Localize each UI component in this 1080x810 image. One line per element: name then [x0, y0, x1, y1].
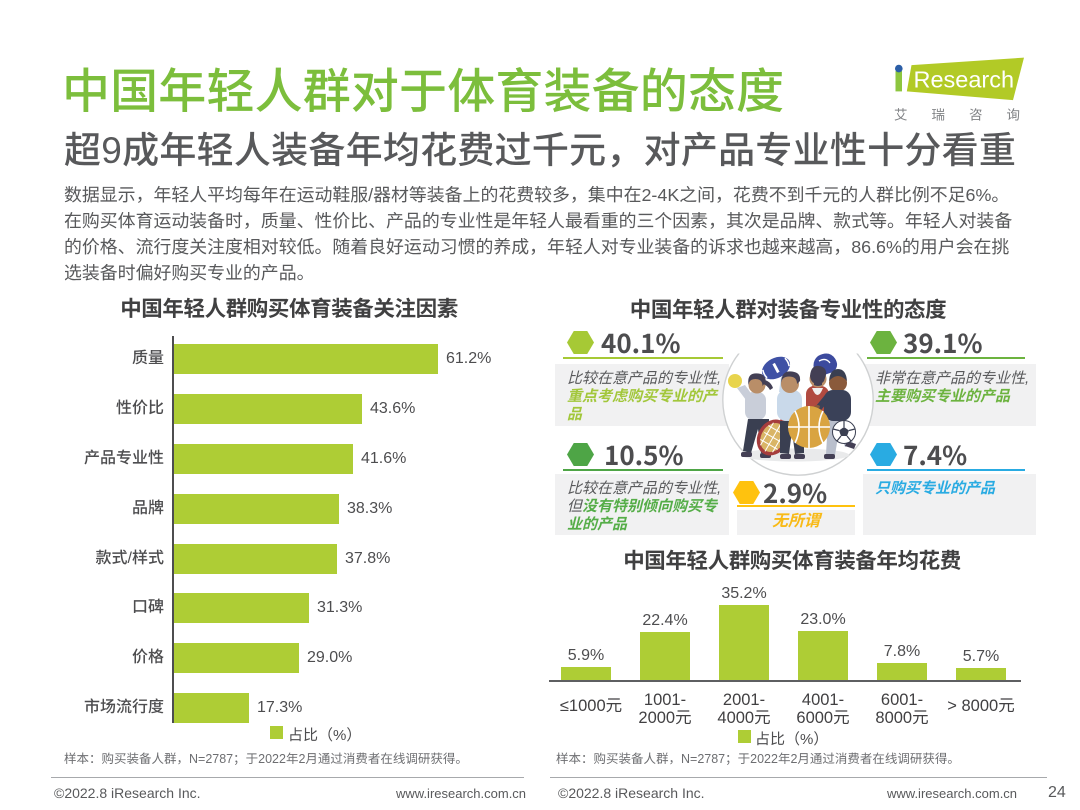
- svg-text:艾瑞咨询: 艾瑞咨询: [894, 104, 1034, 124]
- svg-text:Research: Research: [914, 67, 1015, 93]
